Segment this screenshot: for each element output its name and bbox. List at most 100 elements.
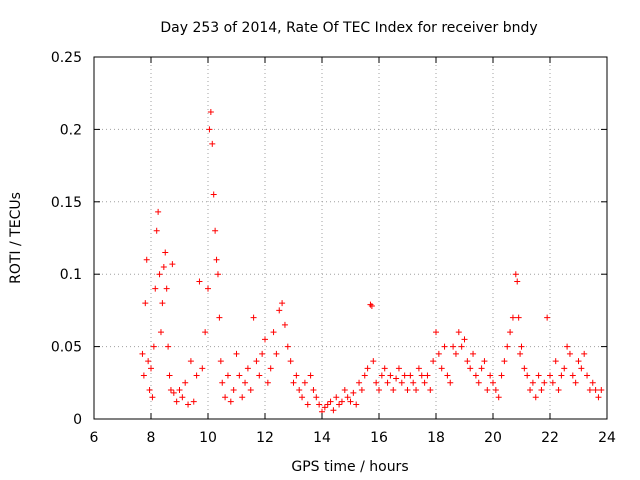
y-tick-label: 0.2	[60, 122, 82, 138]
data-point	[544, 314, 551, 321]
data-point	[455, 329, 462, 336]
data-point	[452, 350, 459, 357]
data-point	[376, 387, 382, 394]
data-point	[270, 329, 277, 336]
data-point	[185, 401, 192, 408]
data-point	[435, 350, 442, 357]
data-point	[555, 387, 562, 394]
data-point	[165, 343, 172, 350]
data-point	[284, 343, 291, 350]
data-point	[401, 372, 408, 379]
data-point	[148, 365, 154, 372]
data-point	[239, 394, 246, 401]
data-point	[393, 375, 400, 382]
data-point	[301, 379, 308, 386]
data-point	[159, 300, 166, 307]
data-point	[535, 372, 542, 379]
data-point	[381, 365, 388, 372]
data-point	[143, 256, 150, 263]
data-point	[287, 358, 294, 365]
grid-lines	[94, 57, 607, 419]
data-point	[273, 350, 280, 357]
data-point	[202, 329, 209, 336]
data-point	[472, 372, 479, 379]
data-point	[169, 261, 176, 268]
data-point	[430, 358, 437, 365]
data-point	[447, 379, 454, 386]
data-point	[179, 394, 186, 401]
data-point	[398, 379, 405, 386]
data-point	[149, 394, 156, 401]
data-point	[209, 140, 216, 147]
data-point	[222, 394, 229, 401]
data-point	[190, 398, 197, 405]
data-point	[524, 372, 531, 379]
x-tick-label: 16	[370, 430, 388, 446]
data-point	[564, 343, 571, 350]
data-point	[547, 372, 553, 379]
data-point	[358, 387, 365, 394]
data-point	[341, 387, 348, 394]
data-point	[193, 372, 200, 379]
data-point	[290, 379, 297, 386]
data-point	[230, 387, 237, 394]
x-tick-label: 24	[598, 430, 616, 446]
data-point	[224, 372, 231, 379]
data-point	[433, 329, 439, 336]
data-point	[549, 379, 556, 386]
data-point	[206, 126, 213, 133]
data-point	[214, 271, 221, 278]
data-point	[575, 358, 582, 365]
data-point	[413, 387, 420, 394]
data-point	[160, 263, 167, 270]
data-point	[504, 343, 511, 350]
data-point	[495, 394, 502, 401]
data-point	[407, 372, 414, 379]
data-point	[512, 271, 519, 278]
data-point	[146, 387, 153, 394]
data-point	[219, 379, 226, 386]
data-point	[264, 379, 271, 386]
data-point	[276, 307, 283, 314]
data-point	[256, 372, 263, 379]
data-point	[384, 379, 391, 386]
data-point	[163, 285, 170, 292]
data-point	[145, 358, 152, 365]
data-point	[561, 365, 568, 372]
data-point	[404, 387, 411, 394]
x-tick-label: 12	[256, 430, 274, 446]
data-points	[139, 109, 605, 415]
data-point	[387, 372, 394, 379]
y-tick-label: 0.15	[51, 195, 82, 211]
y-tick-label: 0	[73, 412, 82, 428]
data-point	[338, 398, 345, 405]
data-point	[581, 350, 588, 357]
data-point	[236, 372, 243, 379]
data-point	[498, 372, 505, 379]
data-point	[370, 358, 377, 365]
data-point	[250, 314, 257, 321]
data-point	[330, 407, 337, 414]
data-point	[267, 365, 274, 372]
data-point	[572, 379, 579, 386]
data-point	[595, 394, 602, 401]
data-point	[475, 379, 482, 386]
data-point	[527, 387, 534, 394]
data-point	[347, 398, 354, 405]
data-point	[307, 372, 314, 379]
data-point	[259, 350, 266, 357]
data-point	[364, 365, 371, 372]
data-point	[589, 379, 596, 386]
data-point	[333, 394, 340, 401]
data-point	[153, 227, 160, 234]
data-point	[586, 387, 593, 394]
axis-ticks: 6 8 10 12 14 16 18 20 22 24 0 0.05 0.1 0.15 0.2 0.25	[51, 50, 616, 446]
data-point	[410, 379, 417, 386]
data-point	[481, 358, 488, 365]
data-point	[244, 365, 251, 372]
data-point	[216, 314, 223, 321]
x-tick-label: 10	[199, 430, 217, 446]
data-point	[467, 365, 474, 372]
x-tick-label: 6	[90, 430, 99, 446]
